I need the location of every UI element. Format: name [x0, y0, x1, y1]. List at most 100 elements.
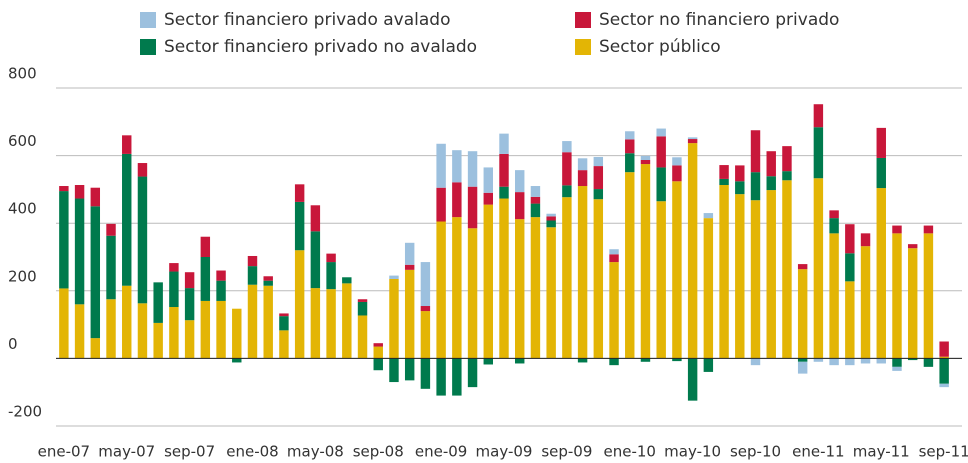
- bar-segment: [467, 358, 478, 388]
- bar-segment: [263, 285, 273, 359]
- bar-segment: [452, 358, 462, 396]
- bar-segment: [687, 358, 698, 401]
- bar-segment: [907, 358, 918, 361]
- bar-segment: [876, 358, 886, 364]
- bar-segment: [656, 128, 666, 137]
- bar-segment: [672, 358, 682, 362]
- bar-segment: [106, 223, 116, 236]
- x-tick-label: ene-10: [604, 443, 656, 461]
- y-tick-label: 200: [8, 267, 37, 285]
- bar-segment: [184, 320, 195, 359]
- bar-segment: [326, 253, 336, 263]
- bar-segment: [137, 303, 148, 359]
- bar-segment: [766, 176, 776, 191]
- bar-segment: [483, 358, 493, 365]
- bar-segment: [279, 313, 289, 317]
- bar-segment: [74, 198, 85, 305]
- bar-segment: [263, 276, 273, 281]
- bar-segment: [515, 192, 525, 220]
- bar-segment: [436, 187, 446, 222]
- bar-segment: [247, 255, 258, 267]
- legend-label: Sector financiero privado no avalado: [164, 37, 477, 57]
- bar-segment: [939, 356, 949, 359]
- bar-segment: [609, 262, 619, 359]
- bar-segment: [562, 185, 572, 198]
- x-tick-label: ene-11: [792, 443, 844, 461]
- legend-label: Sector financiero privado avalado: [164, 10, 451, 30]
- bar-segment: [750, 130, 761, 173]
- bar-segment: [750, 200, 761, 359]
- bar-segment: [766, 190, 776, 359]
- x-tick-label: ene-08: [226, 443, 278, 461]
- bar-segment: [294, 201, 305, 251]
- bar-segment: [247, 266, 258, 285]
- bar-segment: [625, 131, 635, 140]
- bar-segment: [106, 235, 116, 300]
- bar-segment: [169, 307, 179, 359]
- bar-segment: [577, 186, 588, 359]
- bar-segment: [342, 283, 352, 359]
- bar-segment: [90, 206, 101, 339]
- bar-segment: [797, 358, 808, 362]
- y-tick-label: -200: [8, 403, 42, 421]
- bar-segment: [892, 358, 902, 367]
- x-tick-label: sep-10: [730, 443, 781, 461]
- bar-segment: [687, 137, 698, 140]
- y-tick-label: 600: [8, 132, 37, 150]
- bar-segment: [326, 262, 336, 290]
- bar-segment: [326, 289, 336, 359]
- bar-segment: [294, 184, 305, 202]
- bar-segment: [342, 277, 352, 284]
- bar-segment: [200, 300, 211, 359]
- bar-segment: [452, 217, 462, 359]
- bar-segment: [845, 253, 855, 282]
- bar-segment: [122, 135, 132, 154]
- bar-segment: [483, 167, 493, 193]
- bar-segment: [515, 219, 525, 359]
- bar-segment: [845, 224, 855, 254]
- bar-segment: [876, 188, 886, 359]
- bar-segment: [860, 358, 871, 364]
- bar-segment: [923, 233, 934, 359]
- bar-segment: [200, 257, 211, 301]
- bar-segment: [782, 146, 792, 172]
- legend-label: Sector no financiero privado: [599, 10, 839, 30]
- bar-segment: [169, 263, 179, 272]
- bar-segment: [719, 178, 729, 186]
- bar-segment: [593, 166, 604, 190]
- bar-segment: [892, 225, 902, 234]
- x-tick-label: ene-07: [38, 443, 90, 461]
- bar-segment: [452, 182, 462, 218]
- bar-segment: [876, 157, 886, 189]
- bar-segment: [499, 198, 509, 359]
- bar-segment: [625, 153, 635, 173]
- bar-segment: [216, 300, 226, 359]
- bar-segment: [640, 358, 651, 362]
- x-tick-label: sep-11: [919, 443, 968, 461]
- bar-segment: [232, 308, 242, 359]
- bar-segment: [216, 280, 226, 301]
- bar-segment: [640, 164, 651, 359]
- bar-segment: [263, 280, 273, 286]
- bar-segment: [813, 104, 824, 128]
- bar-segment: [672, 181, 682, 359]
- bar-segment: [404, 264, 415, 270]
- bar-segment: [59, 191, 69, 289]
- bar-segment: [530, 196, 541, 204]
- bar-segment: [483, 192, 493, 205]
- bar-segment: [357, 301, 368, 316]
- bar-segment: [200, 236, 211, 257]
- bar-segment: [294, 250, 305, 359]
- bar-segment: [106, 299, 116, 359]
- legend-swatch: [140, 39, 156, 55]
- bar-segment: [640, 155, 651, 160]
- bar-segment: [389, 358, 399, 383]
- bar-segment: [593, 189, 604, 200]
- bar-segment: [546, 227, 556, 359]
- bar-segment: [750, 358, 761, 366]
- bar-segment: [216, 270, 226, 281]
- bar-segment: [719, 165, 729, 179]
- bar-segment: [782, 180, 792, 359]
- x-tick-label: sep-09: [541, 443, 592, 461]
